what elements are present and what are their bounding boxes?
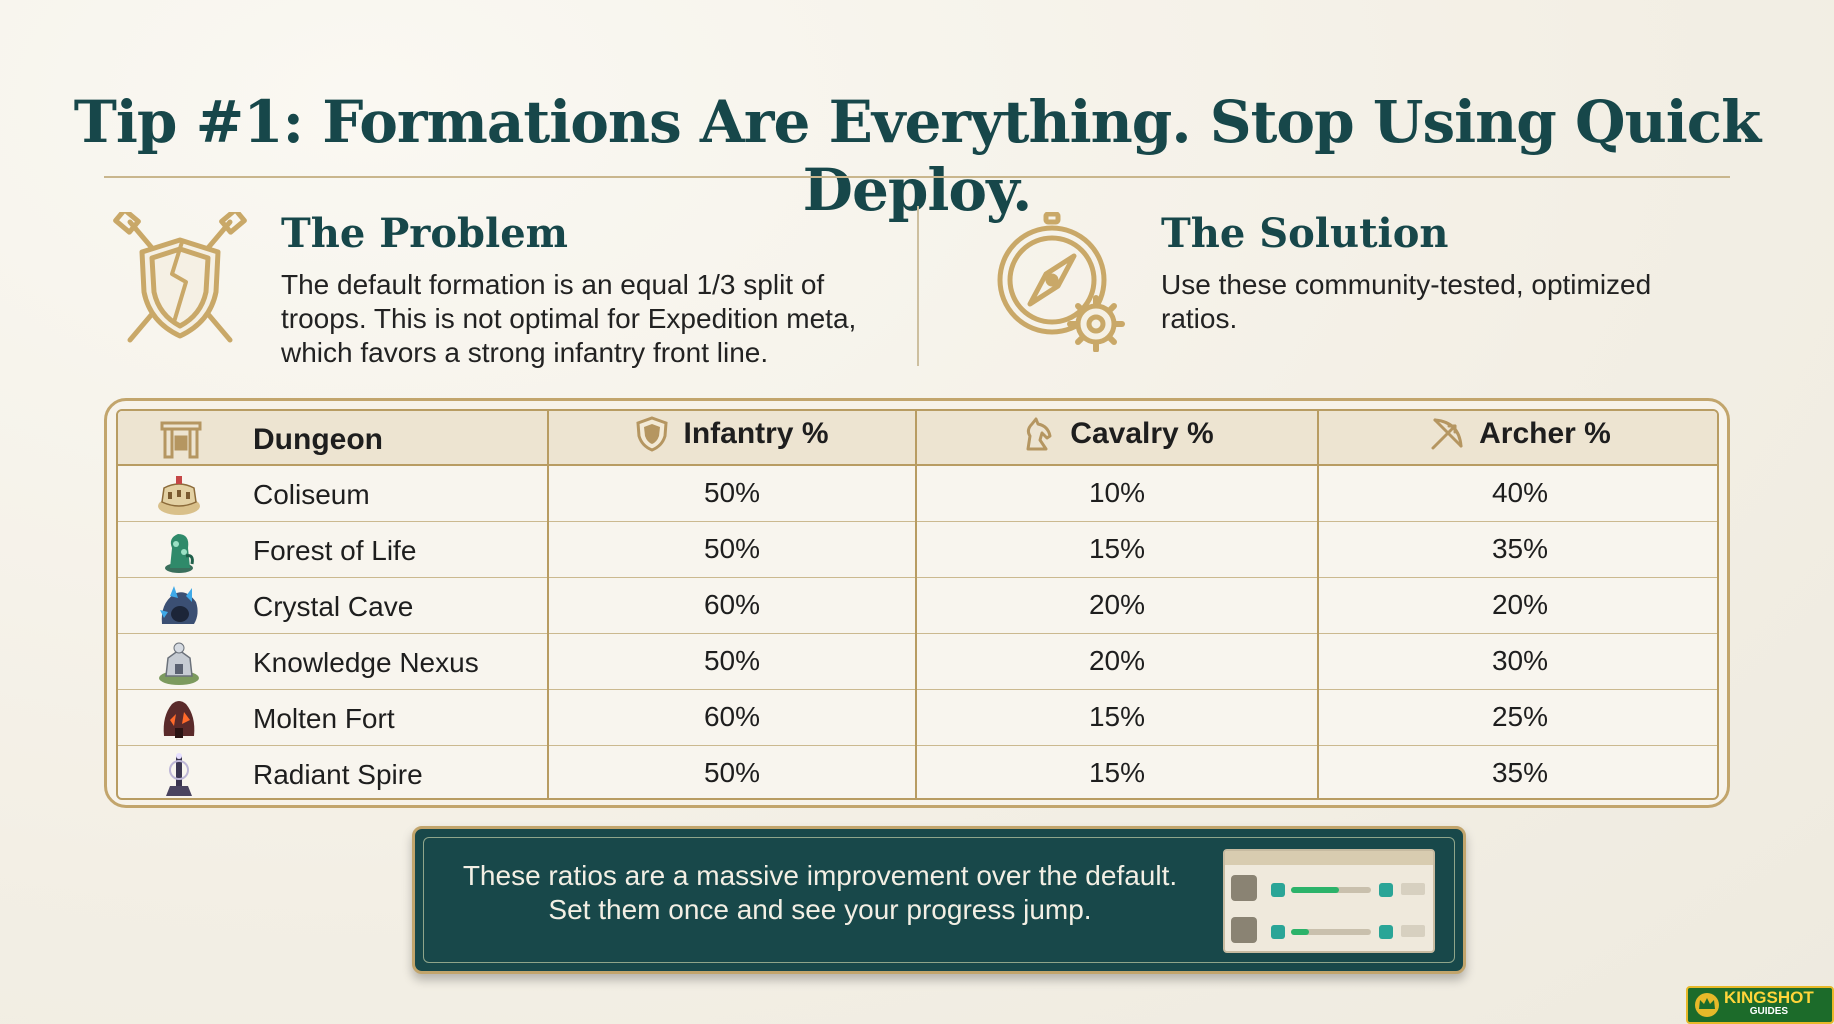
forest-of-life-icon [165,533,194,573]
broken-shield-swords-icon [113,212,247,343]
logo-sub-text: GUIDES [1749,1006,1789,1017]
table-row: Radiant Spire 50% 15% 35% [118,744,1717,798]
problem-line: troops. This is not optimal for Expediti… [281,303,857,334]
formation-screenshot-thumbnail [1223,849,1435,953]
dungeon-cell: Molten Fort [118,688,549,745]
archer-value: 20% [1318,576,1717,633]
callout-line: These ratios are a massive improvement o… [462,860,1178,891]
shield-icon [636,415,669,452]
page-title: Tip #1: Formations Are Everything. Stop … [73,88,1762,224]
problem-line: The default formation is an equal 1/3 sp… [281,269,825,300]
dungeon-name: Molten Fort [253,702,395,734]
crystal-cave-icon [160,585,198,624]
table-row: Forest of Life 50% 15% 35% [118,520,1717,577]
dungeon-name: Forest of Life [253,534,417,566]
thumbnail-row [1231,871,1429,907]
cavalry-value: 15% [916,520,1319,577]
archer-value: 35% [1318,520,1717,577]
thumbnail-slider [1291,929,1371,935]
header-dungeon: Dungeon [118,411,549,466]
coliseum-icon [158,476,200,515]
cavalry-value: 20% [916,632,1319,689]
dungeon-name: Knowledge Nexus [253,646,479,678]
dungeon-cell: Crystal Cave [118,576,549,633]
solution-line: Use these community-tested, optimized [1161,269,1652,300]
callout-border [423,837,1455,963]
crown-icon [1695,993,1719,1017]
thumbnail-minus-icon [1271,925,1285,939]
infantry-value: 50% [548,632,917,689]
callout-line: Set them once and see your progress jump… [548,894,1092,925]
infantry-value: 60% [548,576,917,633]
dungeon-cell: Knowledge Nexus [118,632,549,689]
header-archer: Archer % [1318,411,1717,466]
thumbnail-titlebar [1225,851,1433,865]
table-row: Coliseum 50% 10% 40% [118,465,1717,521]
solution-text: Use these community-tested, optimized ra… [1161,268,1701,336]
dungeon-cell: Forest of Life [118,520,549,577]
molten-fort-icon [163,700,195,738]
gate-icon [160,421,202,459]
archer-value: 30% [1318,632,1717,689]
dungeon-cell: Radiant Spire [118,744,549,798]
header-dungeon-label: Dungeon [253,423,383,456]
dungeon-name: Crystal Cave [253,590,414,622]
infantry-value: 50% [548,744,917,798]
table-header-row: Dungeon Infantry % Cavalry % [118,411,1717,466]
archer-value: 25% [1318,688,1717,745]
logo-main-text: KINGSHOT [1724,988,1814,1007]
cavalry-value: 10% [916,465,1319,521]
kingshot-guides-logo: KINGSHOT GUIDES [1686,986,1834,1024]
thumbnail-plus-icon [1379,925,1393,939]
thumbnail-value [1401,883,1425,895]
problem-text: The default formation is an equal 1/3 sp… [281,268,881,370]
ratio-table: Dungeon Infantry % Cavalry % [116,409,1719,800]
cavalry-value: 15% [916,744,1319,798]
thumbnail-shield-icon [1231,875,1257,901]
header-infantry-label: Infantry % [683,416,829,450]
thumbnail-horse-icon [1231,917,1257,943]
bow-arrow-icon [1431,418,1463,449]
solution-heading: The Solution [1161,210,1449,257]
cavalry-value: 20% [916,576,1319,633]
header-cavalry: Cavalry % [916,411,1319,466]
cavalry-value: 15% [916,688,1319,745]
infantry-value: 50% [548,520,917,577]
archer-value: 40% [1491,477,1549,509]
solution-line: ratios. [1161,303,1238,334]
header-archer-label: Archer % [1479,416,1611,450]
thumbnail-value [1401,925,1425,937]
column-divider [917,206,919,366]
dungeon-cell: Coliseum [118,465,549,521]
infantry-value: 50% [548,465,917,521]
table-row: Knowledge Nexus 50% 20% 30% [118,632,1717,689]
compass-gear-icon [997,212,1125,352]
callout-text: These ratios are a massive improvement o… [455,859,1185,927]
thumbnail-row [1231,913,1429,949]
table-row: Crystal Cave 60% 20% 20% [118,576,1717,633]
thumbnail-plus-icon [1379,883,1393,897]
table-row: Molten Fort 60% 15% 25% [118,688,1717,745]
dungeon-name: Coliseum [253,479,370,510]
thumbnail-slider [1291,887,1371,893]
dungeon-name: Radiant Spire [253,758,423,790]
thumbnail-minus-icon [1271,883,1285,897]
knowledge-nexus-icon [159,642,199,685]
horse-head-icon [1026,417,1052,450]
callout-banner: These ratios are a massive improvement o… [412,826,1466,974]
header-cavalry-label: Cavalry % [1070,416,1214,450]
infantry-value: 60% [548,688,917,745]
archer-value: 35% [1318,744,1717,798]
problem-heading: The Problem [281,210,568,257]
problem-line: which favors a strong infantry front lin… [281,337,769,368]
header-infantry: Infantry % [548,411,917,466]
title-divider [104,176,1730,178]
radiant-spire-icon [166,752,192,796]
